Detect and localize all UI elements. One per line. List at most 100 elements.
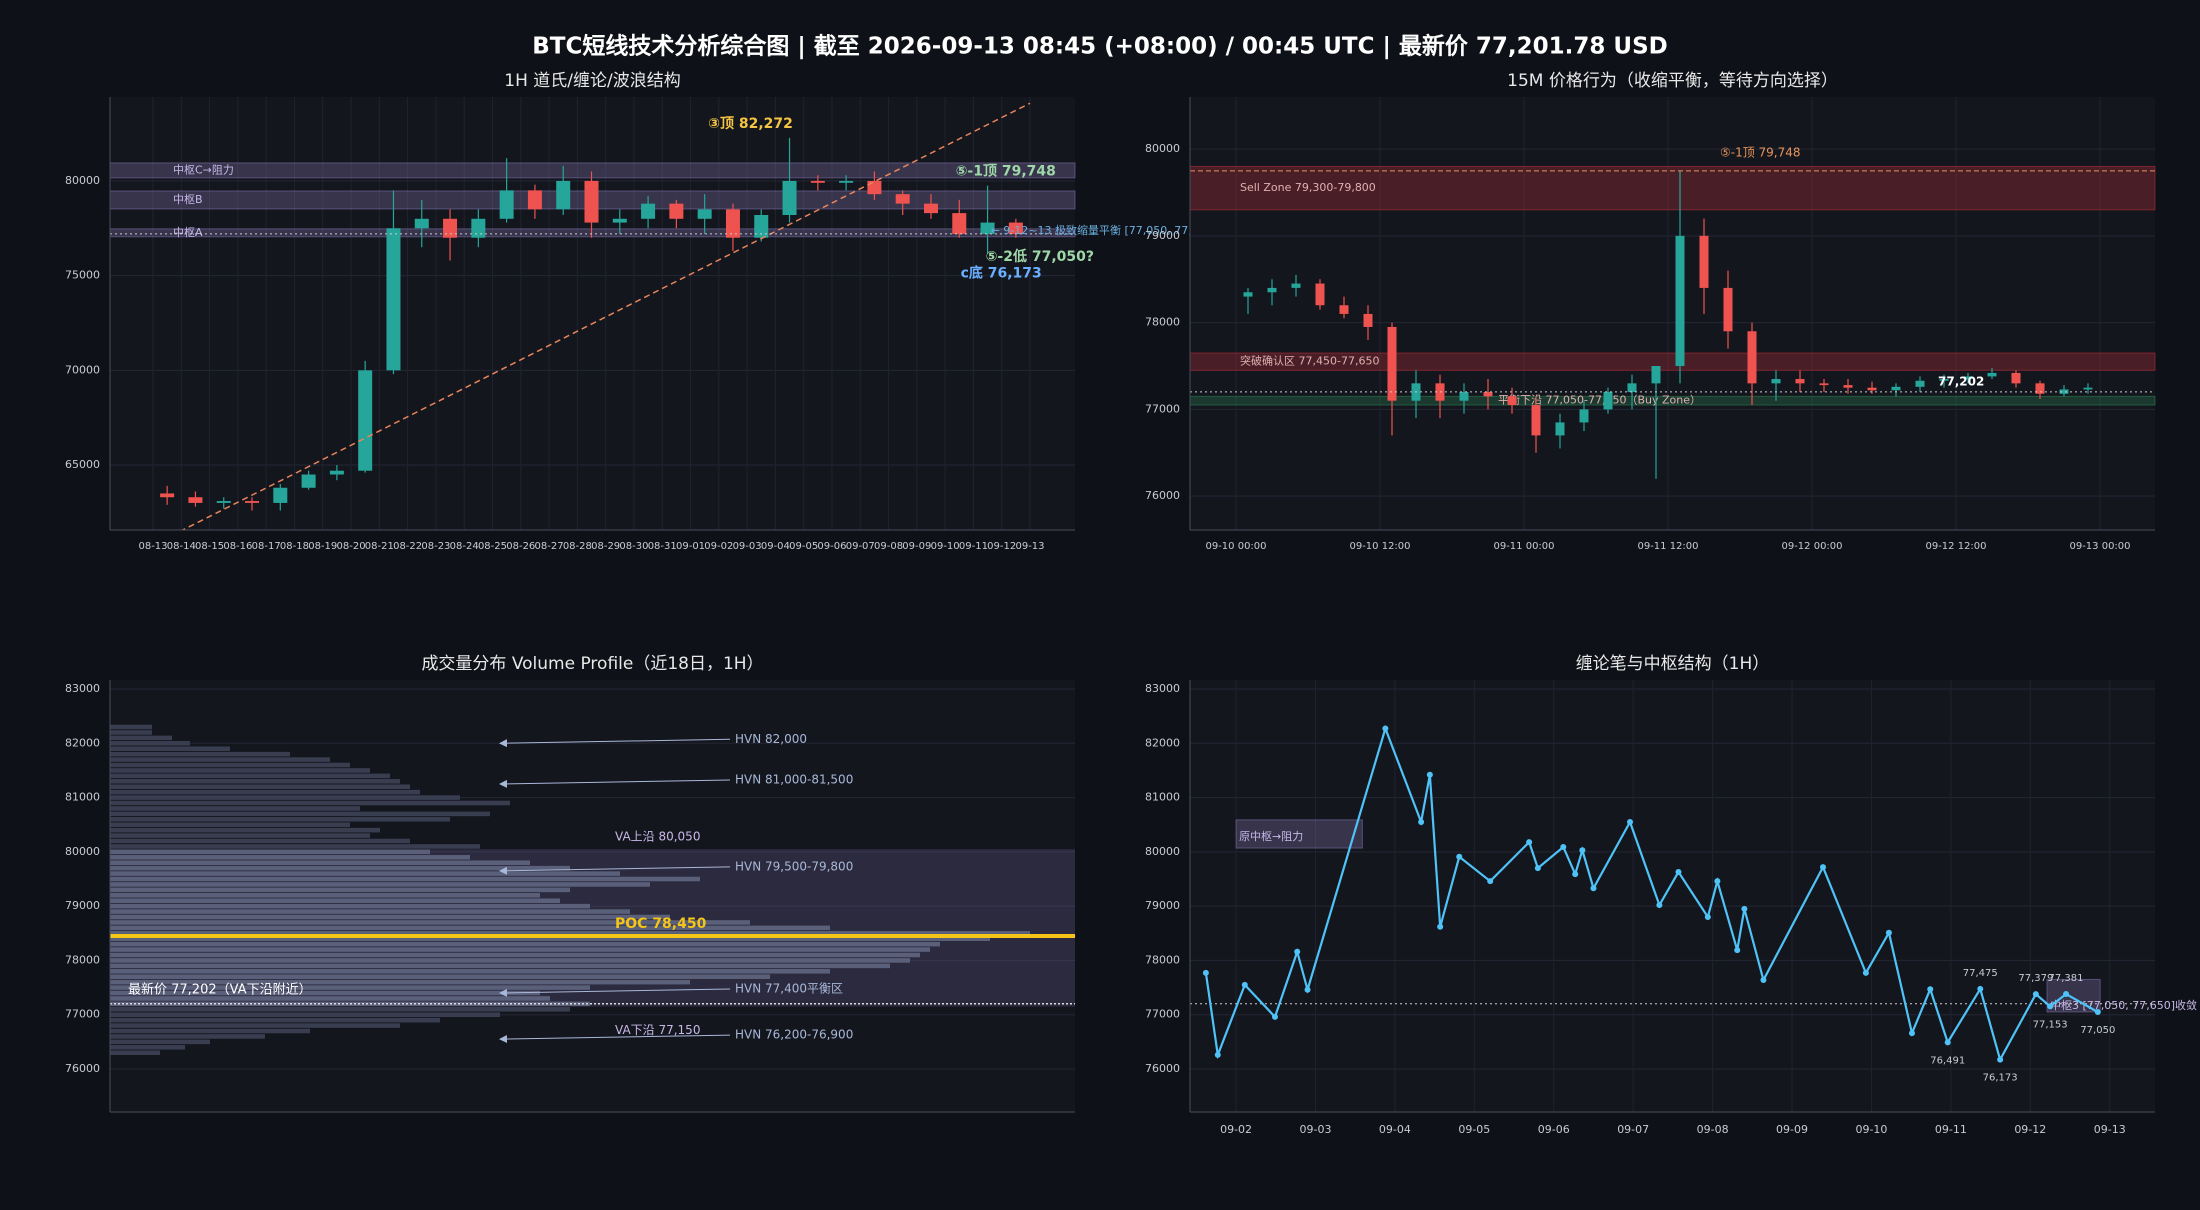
x-tick-label: 08-31 bbox=[648, 541, 677, 552]
pivot-point bbox=[1572, 871, 1579, 878]
x-tick-label: 08-23 bbox=[421, 541, 450, 552]
pivot-point bbox=[1760, 976, 1767, 983]
pivot-point bbox=[1579, 847, 1586, 854]
volume-bar bbox=[110, 969, 830, 974]
volume-bar bbox=[110, 746, 230, 752]
h-line-label: 77,202 bbox=[1938, 374, 1984, 388]
poc-label: POC 78,450 bbox=[615, 916, 707, 932]
volume-bar bbox=[110, 779, 400, 784]
volume-bar bbox=[110, 827, 380, 833]
x-tick-label: 08-21 bbox=[365, 541, 394, 552]
x-tick-label: 09-13 bbox=[2094, 1123, 2126, 1136]
x-tick-label: 08-17 bbox=[252, 541, 281, 552]
volume-bar bbox=[110, 757, 330, 762]
volume-bar bbox=[110, 920, 750, 925]
x-tick-label: 09-11 00:00 bbox=[1493, 541, 1554, 552]
pivot-point bbox=[1294, 948, 1301, 955]
candle-body bbox=[895, 194, 910, 204]
x-tick-label: 09-04 bbox=[1379, 1123, 1411, 1136]
volume-bar bbox=[110, 762, 350, 768]
volume-bar bbox=[110, 963, 890, 969]
y-tick-label: 77000 bbox=[1145, 1008, 1180, 1021]
y-tick-label: 76000 bbox=[65, 1062, 100, 1075]
y-tick-label: 82000 bbox=[1145, 736, 1180, 749]
volume-bar bbox=[110, 860, 530, 866]
volume-bar bbox=[110, 741, 190, 746]
volume-bar bbox=[110, 887, 570, 893]
candle-body bbox=[1771, 379, 1781, 384]
candle-body bbox=[499, 190, 514, 219]
candle-body bbox=[1008, 222, 1023, 234]
candle-body bbox=[1843, 385, 1853, 388]
x-tick-label: 08-16 bbox=[223, 541, 252, 552]
volume-bar bbox=[110, 1023, 400, 1028]
zone bbox=[2046, 978, 2101, 1013]
annotation-arrow bbox=[499, 866, 731, 875]
volume-bar bbox=[110, 979, 690, 985]
pivot-point bbox=[1437, 923, 1444, 930]
x-tick-label: 09-09 bbox=[1776, 1123, 1808, 1136]
volume-bar bbox=[110, 941, 940, 947]
volume-bar bbox=[110, 985, 590, 990]
x-tick-label: 09-06 bbox=[1538, 1123, 1570, 1136]
last-price-label: 最新价 77,202（VA下沿附近） bbox=[128, 981, 312, 997]
y-tick-label: 80000 bbox=[1145, 142, 1180, 155]
annotation-arrow bbox=[499, 988, 731, 997]
y-tick-label: 70000 bbox=[65, 363, 100, 376]
candle-body bbox=[612, 218, 627, 223]
volume-bar bbox=[110, 931, 1030, 936]
value-label: 76,173 bbox=[1983, 1073, 2018, 1084]
candle-body bbox=[1315, 283, 1325, 306]
zone bbox=[109, 228, 1076, 238]
candle-body bbox=[1987, 372, 1997, 377]
volume-bar bbox=[110, 855, 470, 860]
volume-bar bbox=[110, 903, 590, 909]
volume-bar bbox=[110, 952, 920, 958]
y-tick-label: 83000 bbox=[1145, 682, 1180, 695]
x-tick-label: 09-04 bbox=[761, 541, 790, 552]
annotation: HVN 79,500-79,800 bbox=[735, 859, 853, 873]
candle-body bbox=[1891, 386, 1901, 391]
x-tick-label: 08-25 bbox=[478, 541, 507, 552]
candle-body bbox=[1795, 379, 1805, 384]
x-tick-label: 08-27 bbox=[535, 541, 564, 552]
x-tick-label: 09-06 bbox=[817, 541, 846, 552]
x-tick-label: 09-03 bbox=[733, 541, 762, 552]
pivot-point bbox=[1997, 1056, 2004, 1063]
y-tick-label: 75000 bbox=[65, 269, 100, 282]
va-label: VA上沿 80,050 bbox=[615, 830, 700, 844]
pivot-point bbox=[1714, 878, 1721, 885]
volume-bar bbox=[110, 876, 700, 882]
volume-bar bbox=[110, 795, 460, 800]
volume-bar bbox=[110, 789, 420, 795]
annotation-arrow bbox=[499, 779, 731, 788]
x-tick-label: 08-15 bbox=[195, 541, 224, 552]
volume-bar bbox=[110, 990, 540, 996]
zone-label: 突破确认区 77,450-77,650 bbox=[1240, 354, 1379, 368]
volume-bar bbox=[110, 882, 650, 887]
candle-body bbox=[329, 470, 344, 475]
candle-body bbox=[1363, 313, 1373, 327]
h-line-label: ⑤-1顶 79,748 bbox=[1720, 145, 1801, 159]
y-tick-label: 81000 bbox=[1145, 791, 1180, 804]
y-tick-label: 79000 bbox=[1145, 899, 1180, 912]
annotation: c底 76,173 bbox=[961, 264, 1042, 281]
candle-body bbox=[1675, 235, 1685, 366]
candle-body bbox=[471, 218, 486, 238]
volume-bar bbox=[110, 958, 910, 963]
pivot-point bbox=[1820, 864, 1827, 871]
x-tick-label: 09-01 bbox=[676, 541, 705, 552]
y-tick-label: 80000 bbox=[1145, 845, 1180, 858]
candle-body bbox=[1339, 305, 1349, 314]
y-tick-label: 78000 bbox=[1145, 953, 1180, 966]
x-tick-label: 09-13 bbox=[1015, 541, 1044, 552]
volume-bar bbox=[110, 844, 480, 849]
candle-body bbox=[2083, 387, 2093, 390]
volume-bar bbox=[110, 730, 152, 735]
chart-title: 成交量分布 Volume Profile（近18日，1H） bbox=[421, 654, 763, 674]
pivot-point bbox=[2032, 991, 2039, 998]
pivot-point bbox=[2063, 991, 2070, 998]
annotation-arrow bbox=[499, 1034, 731, 1044]
candle-body bbox=[1267, 287, 1277, 293]
